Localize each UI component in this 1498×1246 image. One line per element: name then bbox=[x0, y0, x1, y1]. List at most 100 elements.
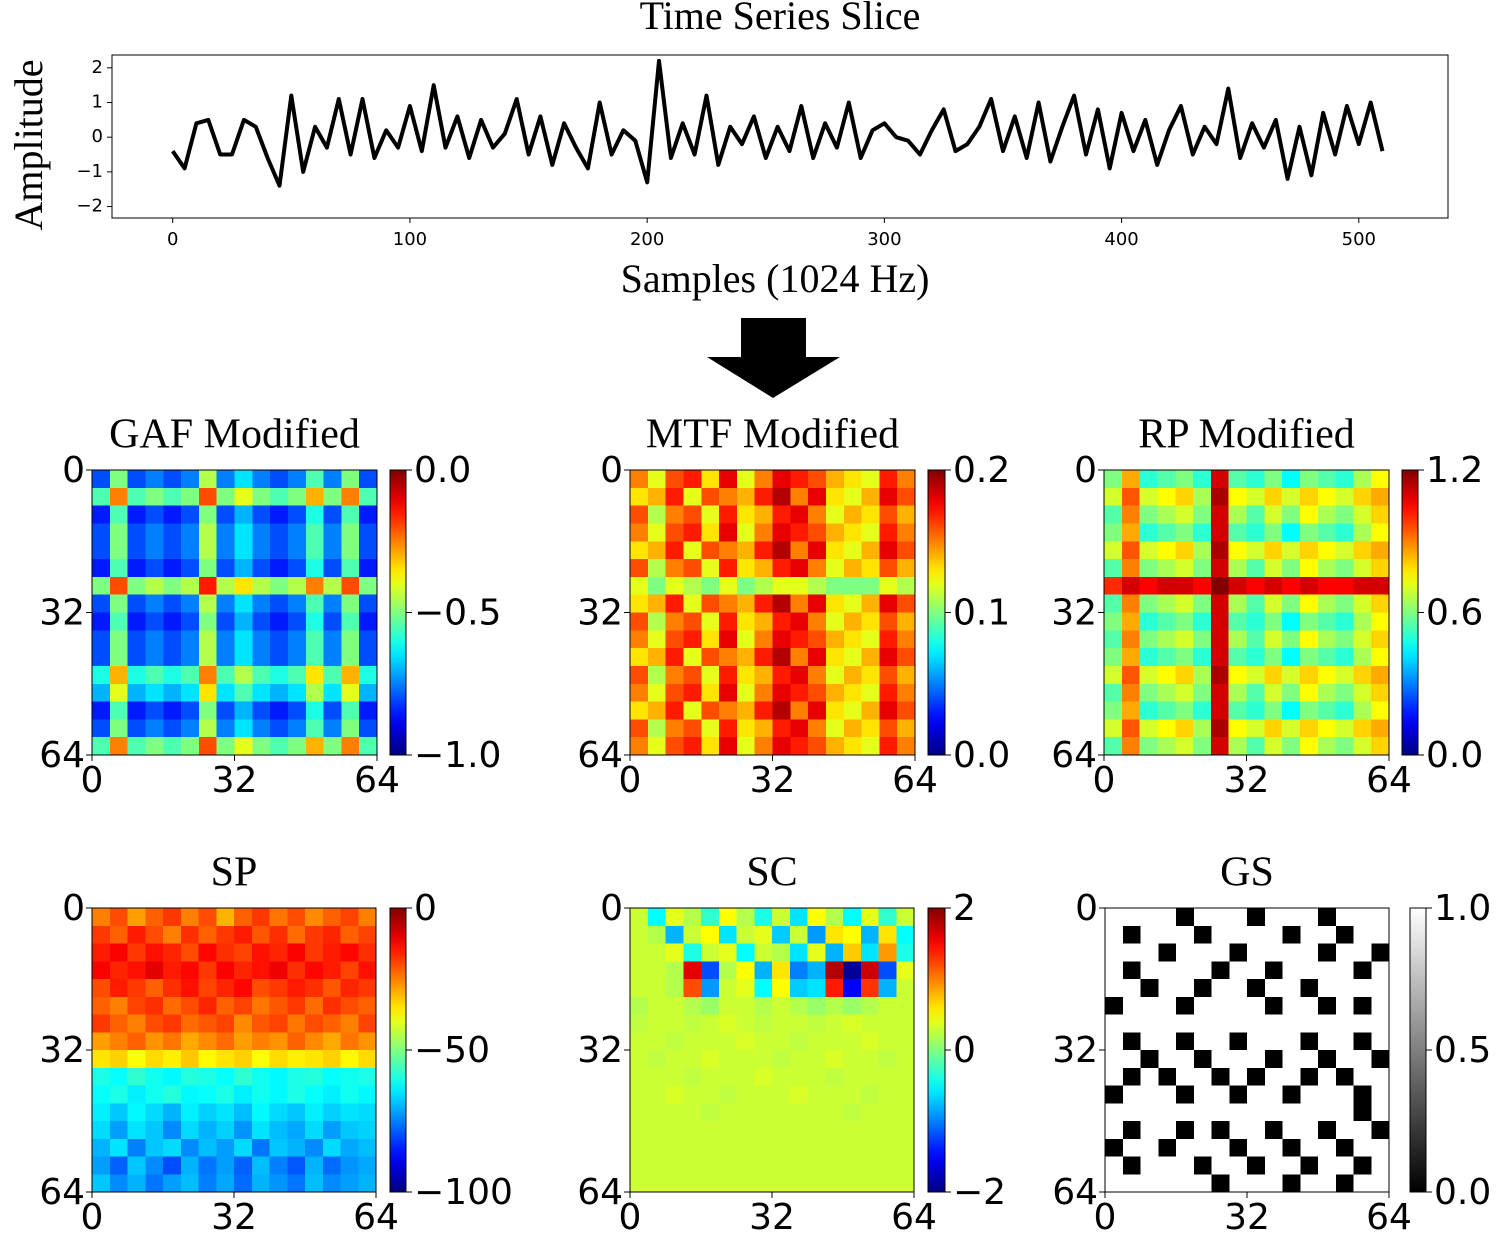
cell bbox=[358, 908, 377, 927]
cell bbox=[647, 470, 667, 489]
cell bbox=[198, 1067, 217, 1086]
cell bbox=[1246, 719, 1265, 738]
cell bbox=[1247, 996, 1266, 1015]
cell bbox=[1176, 1156, 1195, 1175]
cell bbox=[234, 665, 253, 685]
cell bbox=[287, 541, 307, 560]
cell bbox=[701, 925, 720, 944]
cell bbox=[181, 559, 200, 578]
cell bbox=[1299, 630, 1319, 649]
cell bbox=[109, 470, 129, 489]
cell bbox=[1282, 1085, 1301, 1104]
cell bbox=[359, 559, 378, 578]
cell bbox=[92, 1085, 111, 1104]
cell bbox=[790, 665, 809, 685]
cell bbox=[1140, 1156, 1159, 1175]
cell bbox=[808, 487, 827, 507]
cell bbox=[1193, 1085, 1212, 1104]
cell bbox=[1371, 576, 1390, 596]
cell bbox=[323, 648, 342, 667]
cell bbox=[251, 996, 270, 1015]
cell bbox=[234, 594, 253, 613]
cell bbox=[1317, 665, 1337, 685]
cell bbox=[145, 1174, 164, 1193]
cell bbox=[109, 505, 129, 524]
cell bbox=[1335, 648, 1354, 667]
cell bbox=[269, 979, 288, 998]
cell bbox=[1335, 505, 1354, 524]
cell bbox=[323, 612, 342, 631]
cell bbox=[270, 470, 289, 489]
cell bbox=[270, 665, 289, 685]
cell bbox=[1193, 648, 1212, 667]
cell bbox=[736, 1174, 755, 1193]
cell bbox=[305, 470, 325, 489]
cell bbox=[861, 719, 880, 738]
cell bbox=[1157, 701, 1176, 720]
cell bbox=[1317, 576, 1337, 596]
cell bbox=[825, 505, 845, 524]
cell bbox=[127, 1138, 146, 1157]
cell bbox=[322, 1014, 341, 1033]
cell bbox=[1211, 996, 1230, 1015]
cell bbox=[772, 925, 791, 944]
x-tick-label: 32 bbox=[211, 1197, 257, 1238]
cell bbox=[1193, 908, 1212, 927]
cell bbox=[1175, 701, 1194, 720]
cell bbox=[790, 630, 809, 649]
cell bbox=[305, 1050, 324, 1069]
cell bbox=[630, 701, 649, 720]
cell bbox=[127, 701, 146, 720]
cell bbox=[92, 1032, 111, 1051]
cell bbox=[1104, 470, 1123, 489]
cell bbox=[1335, 487, 1354, 507]
cell bbox=[216, 943, 235, 962]
cell bbox=[1299, 594, 1319, 613]
cell bbox=[1264, 1156, 1283, 1175]
cell bbox=[630, 612, 649, 631]
cell bbox=[701, 665, 720, 685]
cell bbox=[789, 943, 808, 962]
cell bbox=[754, 1014, 773, 1033]
cell bbox=[1122, 943, 1141, 962]
cell bbox=[358, 1174, 377, 1193]
cell bbox=[1229, 925, 1248, 944]
cell bbox=[1210, 648, 1230, 667]
cell bbox=[772, 737, 791, 756]
cell bbox=[1264, 1014, 1283, 1033]
y-tick-label: 0 bbox=[1075, 888, 1098, 929]
cell bbox=[772, 1103, 791, 1122]
cell bbox=[879, 612, 898, 631]
cell bbox=[1282, 1174, 1301, 1193]
cell bbox=[665, 1085, 684, 1104]
cell bbox=[127, 1103, 146, 1122]
cell bbox=[754, 487, 773, 507]
cell bbox=[1299, 665, 1319, 685]
cell bbox=[630, 487, 649, 507]
cell bbox=[109, 541, 129, 560]
cell bbox=[270, 487, 289, 507]
cell bbox=[1193, 1174, 1212, 1193]
cell bbox=[754, 943, 773, 962]
cell bbox=[198, 1138, 217, 1157]
cell bbox=[878, 943, 897, 962]
cell bbox=[843, 1103, 862, 1122]
cell bbox=[92, 523, 111, 542]
cell bbox=[234, 701, 253, 720]
cell bbox=[323, 523, 342, 542]
cell bbox=[287, 1032, 306, 1051]
cell bbox=[1318, 943, 1337, 962]
cell bbox=[305, 665, 325, 685]
cell bbox=[180, 961, 199, 980]
cell bbox=[790, 648, 809, 667]
cell bbox=[1210, 701, 1230, 720]
cell bbox=[109, 701, 129, 720]
cell bbox=[718, 996, 737, 1015]
cell bbox=[825, 576, 845, 596]
cell bbox=[341, 594, 360, 613]
cell bbox=[1247, 1156, 1266, 1175]
cell bbox=[718, 1174, 737, 1193]
cell bbox=[198, 961, 217, 980]
cell bbox=[1176, 996, 1195, 1015]
cell bbox=[825, 1085, 844, 1104]
